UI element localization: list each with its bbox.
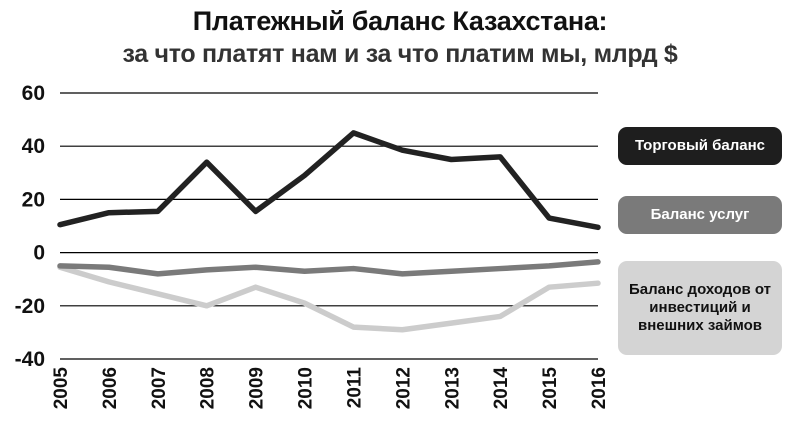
legend-services-balance: Баланс услуг — [618, 196, 782, 234]
y-tick-label: 20 — [22, 188, 45, 211]
x-tick-label: 2012 — [393, 367, 414, 409]
legend-income-balance: Баланс доходов от инвестиций и внешних з… — [618, 261, 782, 355]
chart-subtitle: за что платят нам и за что платим мы, мл… — [122, 40, 678, 68]
x-tick-label: 2006 — [100, 367, 121, 409]
x-tick-label: 2009 — [247, 367, 268, 409]
x-tick-label: 2013 — [442, 367, 463, 409]
series-line-1 — [57, 259, 601, 277]
series-line-2 — [57, 264, 601, 333]
y-tick-label: 0 — [33, 242, 45, 265]
chart-title: Платежный баланс Казахстана: — [192, 6, 608, 36]
x-tick-label: 2015 — [540, 367, 561, 410]
y-tick-label: -40 — [15, 348, 45, 371]
y-tick-label: 60 — [22, 82, 45, 105]
series-line-0 — [57, 130, 601, 231]
y-tick-label: 40 — [22, 135, 45, 158]
x-tick-label: 2010 — [296, 367, 317, 409]
x-tick-label: 2014 — [491, 367, 512, 410]
legend-trade-balance: Торговый баланс — [618, 127, 782, 165]
x-tick-label: 2007 — [149, 367, 170, 409]
x-tick-label: 2005 — [51, 367, 72, 410]
x-tick-label: 2011 — [344, 367, 365, 409]
x-tick-label: 2016 — [589, 367, 610, 409]
y-tick-label: -20 — [15, 295, 45, 318]
x-tick-label: 2008 — [198, 367, 219, 409]
